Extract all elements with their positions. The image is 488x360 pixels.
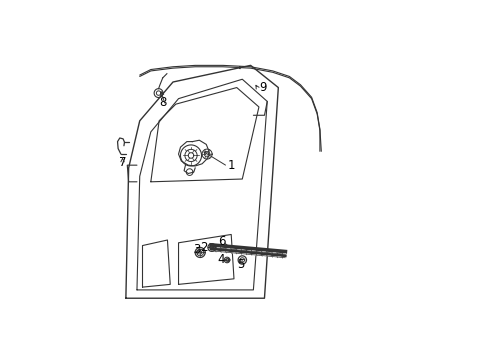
Text: 9: 9	[259, 81, 266, 94]
Text: 8: 8	[159, 96, 166, 109]
Text: 4: 4	[217, 253, 224, 266]
Text: 6: 6	[218, 235, 225, 248]
Text: 3: 3	[192, 243, 200, 256]
Text: 2: 2	[200, 241, 208, 254]
Text: 5: 5	[237, 258, 244, 271]
Text: 1: 1	[227, 159, 234, 172]
Text: 7: 7	[119, 156, 126, 169]
